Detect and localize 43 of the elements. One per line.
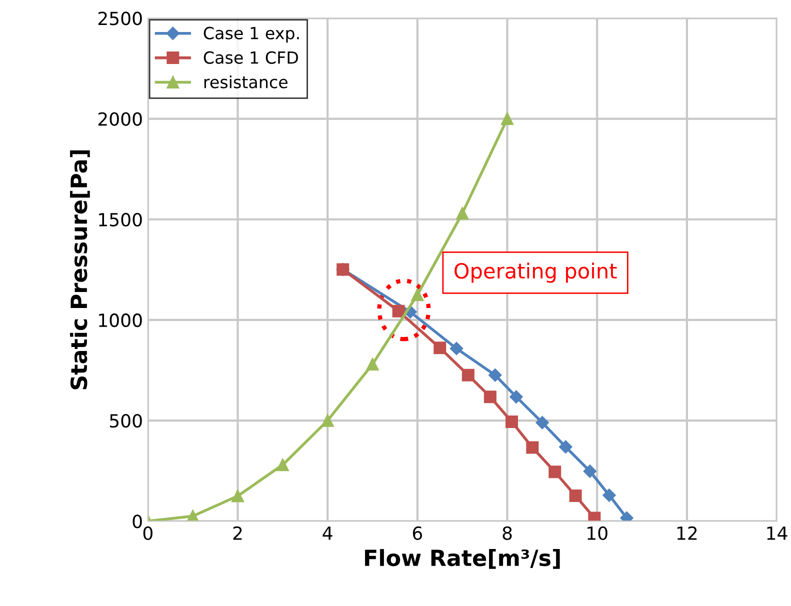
x-tick-label: 4: [322, 526, 332, 540]
legend-label: Case 1 exp.: [204, 26, 299, 43]
y-tick-label: 0: [132, 514, 142, 528]
x-tick-label: 2: [233, 526, 242, 540]
point: [536, 416, 549, 430]
point: [321, 414, 334, 427]
point: [462, 368, 474, 382]
point: [411, 288, 424, 302]
x-axis-title: Flow Rate[m³/s]: [365, 549, 560, 569]
x-tick-label: 14: [767, 526, 788, 540]
point: [232, 490, 244, 502]
y-axis-title: Static Pressure[Pa]: [70, 150, 90, 390]
point: [588, 512, 601, 522]
point: [510, 390, 523, 404]
point: [501, 112, 514, 126]
point: [569, 490, 582, 502]
y-tick-label: 500: [110, 414, 142, 428]
y-tick-label: 1500: [99, 212, 142, 226]
x-tick-label: 12: [677, 526, 697, 540]
point: [434, 342, 446, 354]
x-tick-label: 10: [588, 526, 608, 540]
x-tick-label: 0: [143, 526, 152, 540]
point: [456, 207, 469, 220]
point: [602, 488, 616, 502]
point: [392, 304, 405, 318]
x-tick-label: 6: [412, 526, 422, 540]
point: [366, 358, 379, 370]
point: [526, 441, 539, 454]
point: [276, 458, 289, 472]
point: [488, 368, 502, 382]
point: [583, 464, 596, 478]
point: [548, 466, 562, 478]
point: [506, 416, 518, 428]
legend-label: resistance: [204, 75, 288, 88]
x-tick-label: 8: [502, 526, 512, 540]
y-tick-label: 1000: [99, 313, 142, 328]
point: [450, 342, 464, 356]
y-tick-label: 2500: [98, 12, 142, 26]
legend-label: Case 1 CFD: [204, 51, 298, 64]
y-tick-label: 2000: [98, 112, 142, 126]
point: [484, 390, 496, 404]
point: [559, 440, 572, 454]
annotation: Operating point: [454, 262, 617, 283]
